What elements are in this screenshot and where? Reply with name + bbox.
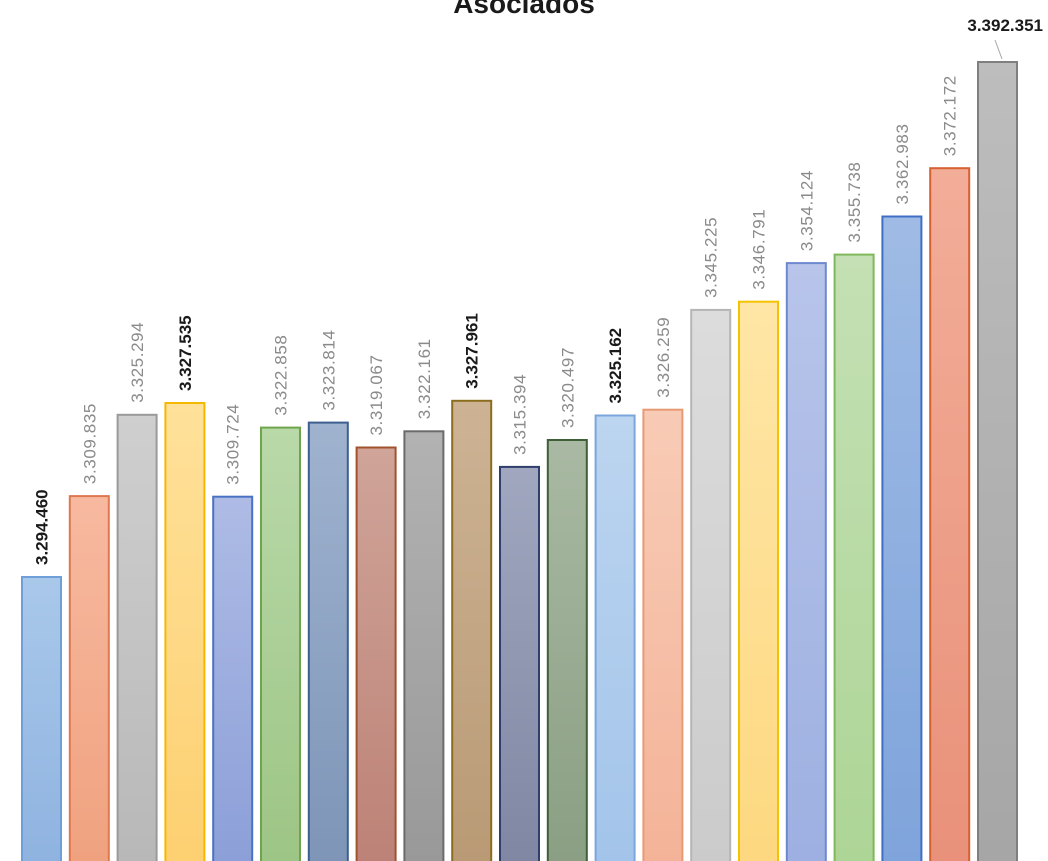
bar-value-label-18: 3.355.738 [845,162,864,243]
bar-15 [690,308,732,861]
bar-value-label-20: 3.372.172 [941,75,960,156]
bar-value-label-19: 3.362.983 [893,123,912,204]
bar-value-label-7: 3.323.814 [319,330,338,411]
bar-6 [260,426,301,861]
bar-value-label-15: 3.345.225 [702,217,721,298]
bar-3 [116,413,158,861]
bar-value-label-3: 3.325.294 [128,322,147,403]
bar-value-label-14: 3.326.259 [654,317,673,398]
label-leader-line [994,39,1003,60]
bar-value-label-12: 3.320.497 [558,347,577,428]
bar-18 [833,253,875,861]
bar-13 [594,414,636,861]
bar-value-label-2: 3.309.835 [80,403,99,484]
bar-21 [977,61,1018,861]
bar-value-label-10: 3.327.961 [463,313,482,389]
bar-value-label-21: 3.392.351 [967,16,1043,35]
bar-4 [164,402,206,861]
bar-value-label-8: 3.319.067 [367,354,386,435]
bar-value-label-6: 3.322.858 [272,335,291,416]
bar-value-label-4: 3.327.535 [176,315,195,391]
bar-10 [451,399,493,861]
bar-value-label-13: 3.325.162 [606,328,625,404]
bar-value-label-11: 3.315.394 [511,374,530,455]
bar-9 [403,430,445,861]
bar-value-label-1: 3.294.460 [33,489,52,565]
bar-19 [881,215,923,861]
bar-value-label-9: 3.322.161 [415,338,434,419]
bar-value-label-16: 3.346.791 [750,209,769,290]
bar-20 [929,167,971,861]
bar-value-label-17: 3.354.124 [797,170,816,251]
bar-14 [642,408,684,861]
chart-title: Asociados [453,0,595,19]
bar-value-label-5: 3.309.724 [224,404,243,485]
bar-16 [738,300,779,861]
bar-12 [546,439,588,861]
bar-2 [68,495,110,861]
bar-7 [307,421,349,861]
bar-11 [499,465,540,861]
bar-5 [212,495,254,861]
bar-17 [785,262,827,861]
bar-8 [355,446,397,861]
bar-1 [21,576,62,861]
